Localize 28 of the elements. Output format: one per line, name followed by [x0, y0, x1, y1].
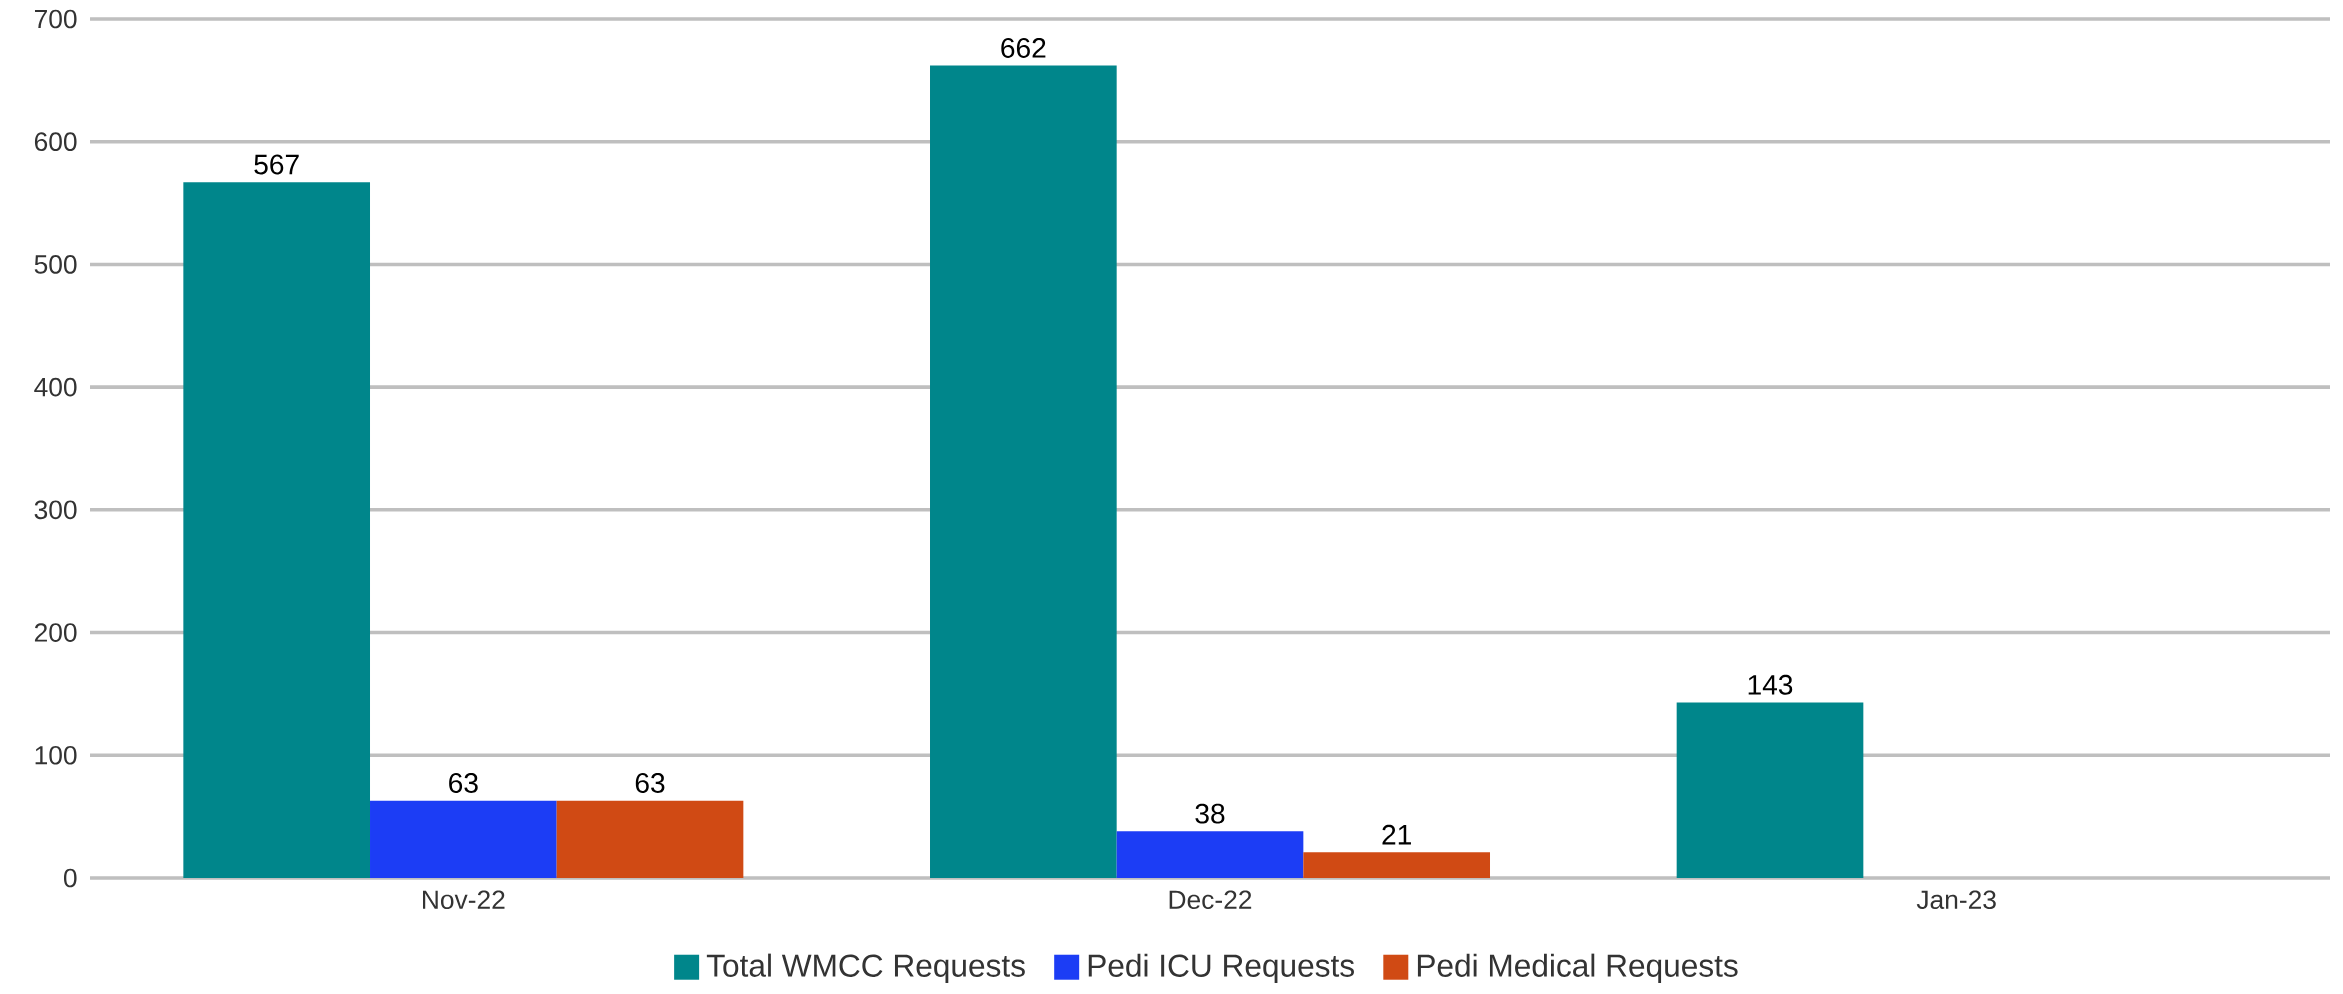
- data-label: 662: [1001, 38, 1046, 58]
- y-tick-label: 200: [34, 623, 77, 642]
- data-label: 63: [449, 773, 478, 793]
- data-label: 38: [1195, 803, 1225, 824]
- data-label: 143: [1748, 674, 1793, 695]
- data-label: 63: [635, 773, 665, 793]
- y-tick-label: 0: [63, 868, 77, 888]
- data-label: 21: [1382, 824, 1411, 845]
- x-tick-label: Nov-22: [423, 890, 505, 910]
- x-tick-label: Jan-23: [1916, 890, 1996, 910]
- bar: [930, 65, 1117, 878]
- bar: [370, 800, 557, 878]
- bar: [556, 800, 744, 878]
- legend-label: Pedi Medical Requests: [1417, 953, 1738, 984]
- y-tick-label: 100: [35, 745, 77, 765]
- bar: [183, 182, 371, 878]
- y-tick-label: 400: [34, 377, 77, 397]
- legend-label: Pedi ICU Requests: [1088, 953, 1354, 984]
- y-tick-label: 600: [34, 132, 77, 152]
- bar: [1676, 702, 1864, 878]
- y-tick-label: 300: [34, 500, 77, 520]
- legend-label: Total WMCC Requests: [706, 953, 1025, 984]
- bar: [1116, 831, 1304, 878]
- y-tick-label: 700: [35, 9, 77, 29]
- x-tick-label: Dec-22: [1169, 890, 1252, 910]
- bar: [1303, 852, 1491, 878]
- y-tick-label: 500: [34, 255, 77, 274]
- data-label: 567: [254, 154, 299, 175]
